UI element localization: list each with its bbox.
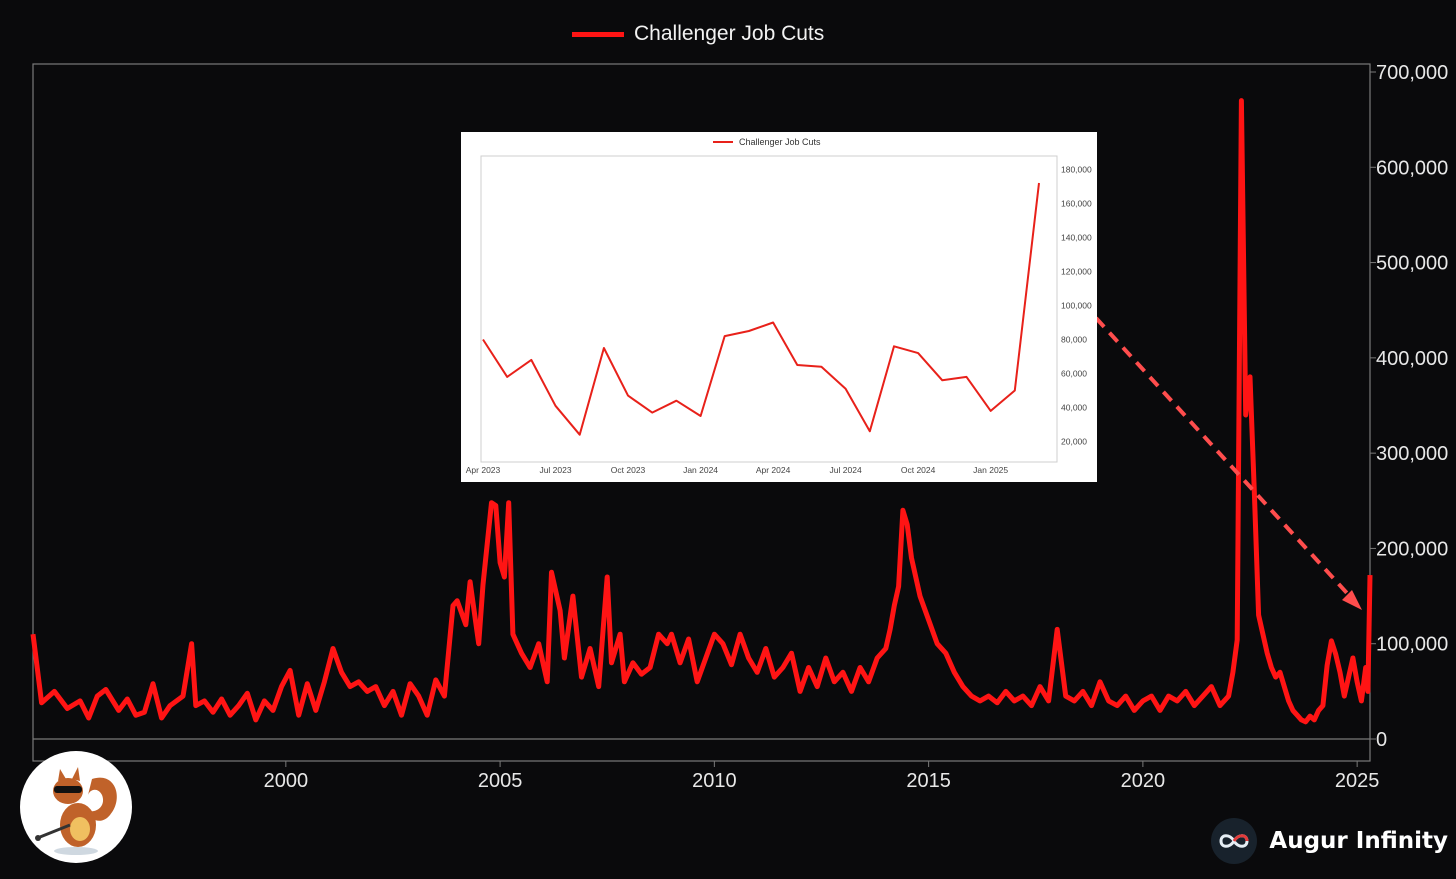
inset-x-tick-label: Jan 2024 — [683, 465, 718, 475]
brand: Augur Infinity — [1211, 818, 1448, 864]
inset-y-tick-label: 40,000 — [1061, 402, 1087, 412]
inset-y-tick-label: 20,000 — [1061, 436, 1087, 446]
x-tick-label: 2010 — [692, 770, 737, 792]
y-tick-label: 300,000 — [1376, 443, 1448, 465]
inset-x-tick-label: Oct 2023 — [611, 465, 646, 475]
inset-legend: Challenger Job Cuts — [713, 137, 821, 147]
squirrel-mascot-icon — [20, 751, 132, 863]
inset-legend-label: Challenger Job Cuts — [739, 137, 821, 147]
inset-y-tick-label: 180,000 — [1061, 164, 1092, 174]
y-tick-label: 200,000 — [1376, 538, 1448, 560]
inset-y-tick-label: 80,000 — [1061, 334, 1087, 344]
inset-x-tick-label: Jul 2024 — [830, 465, 862, 475]
inset-legend-swatch — [713, 141, 733, 143]
inset-chart: 20,000 40,000 60,000 80,000 100,000 120,000 14… — [461, 132, 1097, 482]
inset-y-tick-label: 120,000 — [1061, 266, 1092, 276]
y-tick-label: 700,000 — [1376, 62, 1448, 84]
inset-chart-svg: 20,000 40,000 60,000 80,000 100,000 120,000 14… — [466, 155, 1092, 475]
inset-y-tick-label: 160,000 — [1061, 198, 1092, 208]
inset-plot-frame — [480, 155, 1058, 463]
y-tick-label: 600,000 — [1376, 157, 1448, 179]
brand-name: Augur Infinity — [1269, 828, 1448, 854]
plot-frame — [32, 63, 1371, 762]
y-tick-label: 100,000 — [1376, 634, 1448, 656]
series-line-challenger-job-cuts — [30, 98, 1373, 725]
inset-x-tick-label: Apr 2023 — [466, 465, 501, 475]
legend-swatch — [572, 31, 624, 37]
x-tick-label: 2025 — [1335, 770, 1380, 792]
inset-x-tick-label: Jan 2025 — [973, 465, 1008, 475]
inset-x-tick-label: Oct 2024 — [901, 465, 936, 475]
inset-x-tick-label: Jul 2023 — [539, 465, 571, 475]
dashed-arrow-annotation — [1094, 316, 1362, 610]
infinity-icon — [1211, 818, 1258, 864]
inset-y-tick-label: 60,000 — [1061, 368, 1087, 378]
legend: Challenger Job Cuts — [572, 20, 824, 48]
x-tick-label: 2020 — [1121, 770, 1166, 792]
inset-y-tick-label: 100,000 — [1061, 300, 1092, 310]
y-tick-label: 0 — [1376, 729, 1387, 751]
inset-y-tick-label: 140,000 — [1061, 232, 1092, 242]
y-tick-label: 400,000 — [1376, 348, 1448, 370]
y-tick-label: 500,000 — [1376, 253, 1448, 275]
x-tick-label: 2005 — [478, 770, 523, 792]
inset-x-tick-label: Apr 2024 — [756, 465, 791, 475]
inset-series-line — [482, 182, 1040, 436]
legend-label: Challenger Job Cuts — [634, 22, 825, 45]
x-tick-label: 2000 — [264, 770, 309, 792]
x-tick-label: 2015 — [906, 770, 951, 792]
